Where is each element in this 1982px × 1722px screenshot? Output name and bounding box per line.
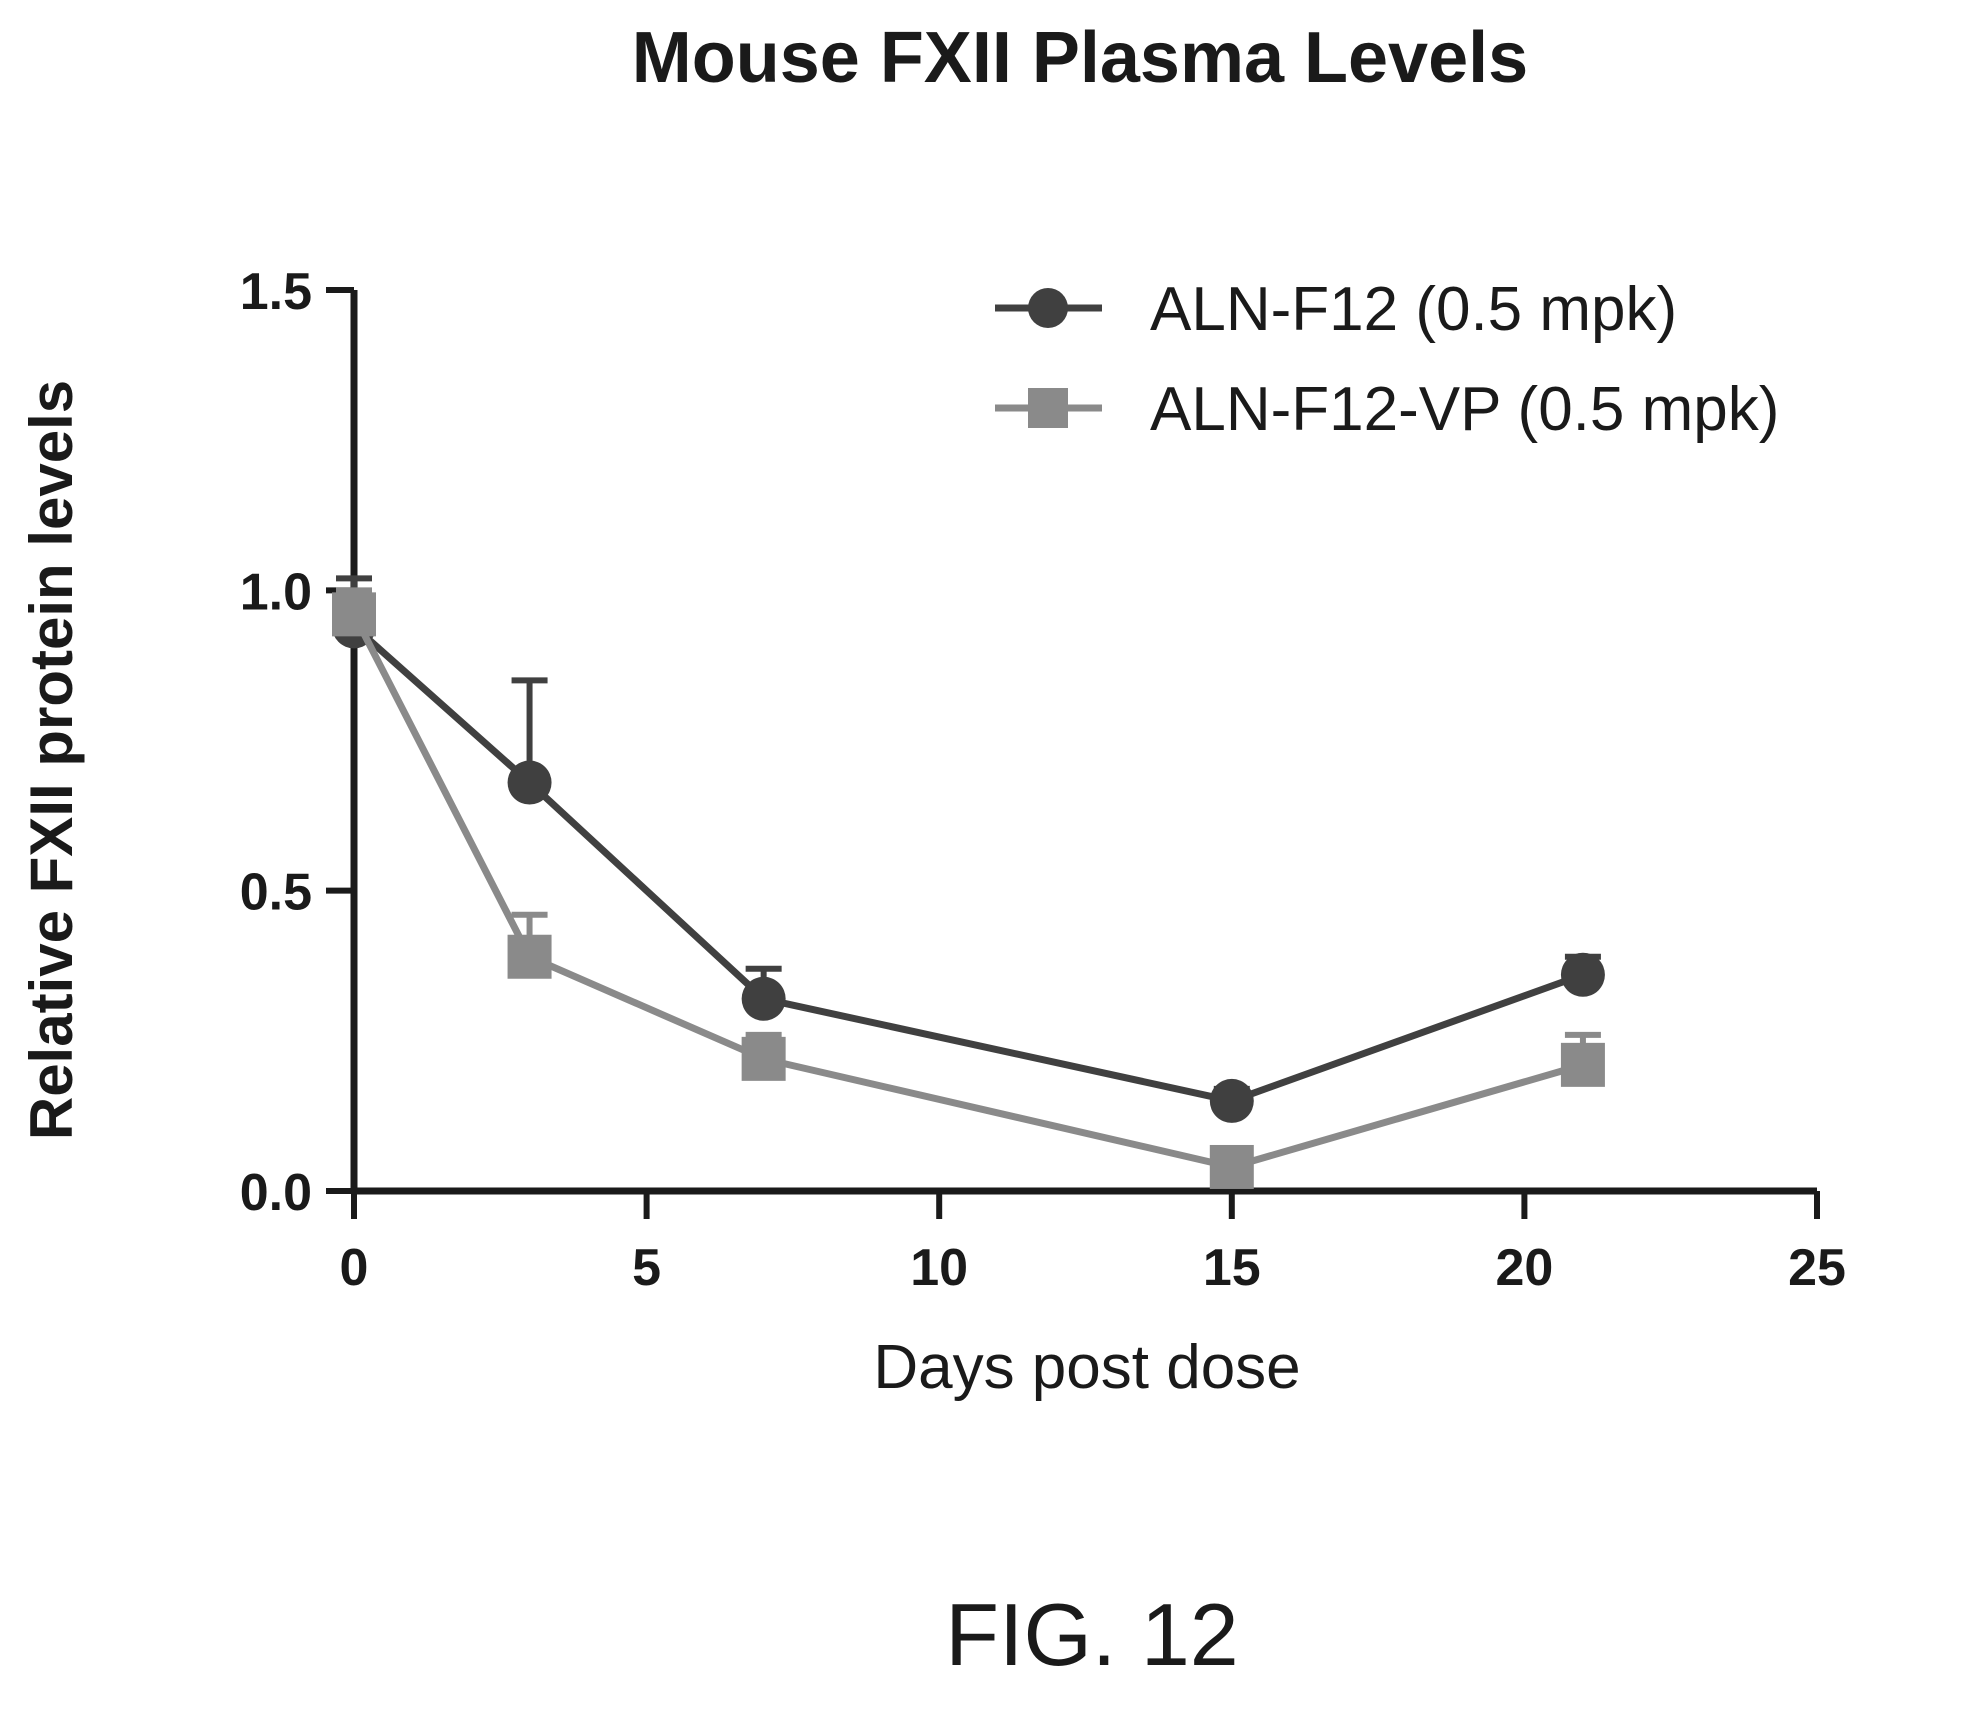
y-axis-label: Relative FXII protein levels xyxy=(18,380,85,1140)
y-tick-label: 0.5 xyxy=(240,864,312,922)
y-tick-label: 1.0 xyxy=(240,563,312,621)
data-point xyxy=(1560,952,1605,997)
data-point xyxy=(1209,1144,1254,1189)
legend-label: ALN-F12 (0.5 mpk) xyxy=(1150,275,1677,344)
figure-label: FIG. 12 xyxy=(945,1585,1238,1684)
legend-marker xyxy=(1028,388,1068,428)
data-point xyxy=(1209,1078,1254,1123)
data-point xyxy=(507,934,552,979)
x-tick-label: 5 xyxy=(632,1239,661,1297)
axes xyxy=(350,290,1817,1195)
legend: ALN-F12 (0.5 mpk) ALN-F12-VP (0.5 mpk) xyxy=(995,275,1779,444)
x-axis-label: Days post dose xyxy=(873,1333,1300,1402)
x-tick-label: 10 xyxy=(910,1239,968,1297)
y-tick-label: 1.5 xyxy=(240,263,312,321)
axis-ticks: 0 5 10 15 20 25 0.0 0.5 1.0 1.5 xyxy=(240,263,1846,1297)
legend-label: ALN-F12-VP (0.5 mpk) xyxy=(1150,375,1779,444)
y-tick-label: 0.0 xyxy=(240,1164,312,1222)
x-tick-label: 0 xyxy=(340,1239,369,1297)
data-point xyxy=(741,1036,786,1081)
legend-item: ALN-F12-VP (0.5 mpk) xyxy=(995,375,1779,444)
chart-title: Mouse FXII Plasma Levels xyxy=(632,18,1528,98)
series-1 xyxy=(332,575,1605,1123)
legend-item: ALN-F12 (0.5 mpk) xyxy=(995,275,1677,344)
x-tick-label: 15 xyxy=(1203,1239,1261,1297)
data-series xyxy=(332,575,1605,1189)
series-line xyxy=(350,612,1584,1171)
data-point xyxy=(507,760,552,805)
data-point xyxy=(741,976,786,1021)
x-tick-label: 20 xyxy=(1495,1239,1553,1297)
series-2 xyxy=(332,587,1605,1189)
series-line xyxy=(351,623,1585,1105)
data-point xyxy=(332,592,376,637)
x-tick-label: 25 xyxy=(1788,1239,1846,1297)
legend-marker xyxy=(1028,288,1068,328)
data-point xyxy=(1560,1042,1605,1087)
